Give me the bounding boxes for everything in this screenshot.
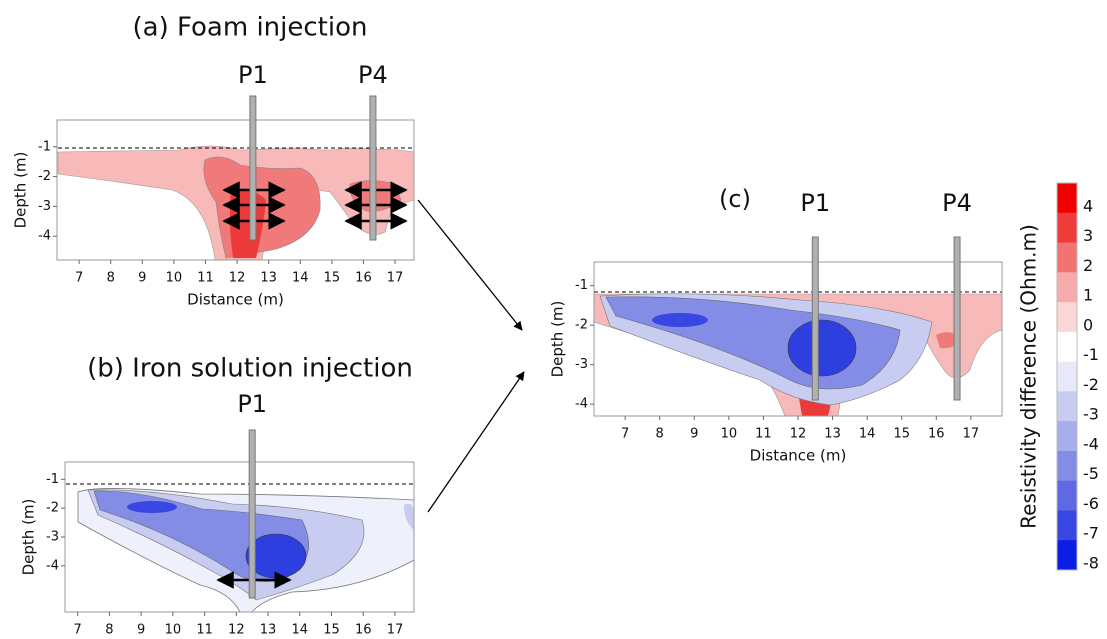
well-label: P1 bbox=[238, 61, 268, 89]
x-axis-label: Distance (m) bbox=[750, 447, 847, 465]
colorbar-tick-label: 0 bbox=[1083, 315, 1093, 334]
colorbar-band bbox=[1057, 302, 1077, 333]
y-tick-label: -3 bbox=[46, 530, 59, 545]
link-arrows bbox=[417, 199, 525, 513]
colorbar-tick-label: 3 bbox=[1083, 226, 1093, 245]
x-tick-label: 13 bbox=[260, 271, 277, 286]
x-tick-label: 12 bbox=[229, 271, 246, 286]
x-tick-label: 11 bbox=[196, 623, 213, 638]
well-label: P4 bbox=[358, 61, 388, 89]
well bbox=[249, 95, 257, 241]
colorbar-band bbox=[1057, 391, 1077, 422]
colorbar-tick-label: -2 bbox=[1083, 375, 1099, 394]
x-tick-label: 13 bbox=[260, 623, 277, 638]
x-tick-label: 7 bbox=[621, 427, 629, 442]
colorbar-tick-label: -1 bbox=[1083, 345, 1099, 364]
colorbar-band bbox=[1057, 331, 1077, 363]
y-axis-label: Depth (m) bbox=[549, 301, 567, 378]
colorbar-tick-label: -8 bbox=[1083, 554, 1099, 573]
x-tick-label: 14 bbox=[859, 427, 876, 442]
colorbar-band bbox=[1057, 421, 1077, 452]
colorbar-tick-label: 4 bbox=[1083, 196, 1093, 215]
x-tick-label: 9 bbox=[690, 427, 698, 442]
well bbox=[369, 95, 377, 241]
panel-title: (b) Iron solution injection bbox=[87, 354, 413, 384]
colorbar-band bbox=[1057, 510, 1077, 541]
x-tick-label: 14 bbox=[292, 271, 309, 286]
panel-title: (c) bbox=[719, 185, 751, 213]
x-tick-label: 12 bbox=[228, 623, 245, 638]
contours-c bbox=[593, 293, 1003, 417]
colorbar-tick-label: 1 bbox=[1083, 286, 1093, 305]
well bbox=[811, 236, 819, 401]
y-tick-label: -4 bbox=[575, 397, 588, 412]
well bbox=[248, 429, 256, 599]
x-tick-label: 11 bbox=[197, 271, 214, 286]
y-tick-label: -4 bbox=[46, 558, 59, 573]
colorbar-band bbox=[1057, 272, 1077, 303]
x-tick-label: 8 bbox=[107, 271, 115, 286]
y-axis-label: Depth (m) bbox=[20, 499, 38, 576]
y-tick-label: -1 bbox=[575, 278, 588, 293]
x-tick-label: 7 bbox=[74, 623, 82, 638]
colorbar-tick-label: 2 bbox=[1083, 256, 1093, 275]
colorbar-tick-label: -6 bbox=[1083, 494, 1099, 513]
x-tick-label: 14 bbox=[292, 623, 309, 638]
well-label: P4 bbox=[942, 189, 972, 217]
x-tick-label: 15 bbox=[893, 427, 910, 442]
y-tick-label: -3 bbox=[575, 357, 588, 372]
colorbar-tick-label: -5 bbox=[1083, 464, 1099, 483]
y-axis-label: Depth (m) bbox=[12, 152, 30, 229]
well-label: P1 bbox=[800, 189, 830, 217]
well-label: P1 bbox=[237, 390, 267, 418]
colorbar-frame bbox=[1056, 182, 1078, 571]
x-tick-label: 17 bbox=[963, 427, 980, 442]
contours-a bbox=[57, 145, 415, 261]
x-tick-label: 16 bbox=[355, 271, 372, 286]
x-tick-label: 9 bbox=[138, 271, 146, 286]
x-tick-label: 8 bbox=[656, 427, 664, 442]
x-tick-label: 10 bbox=[166, 271, 183, 286]
y-tick-label: -2 bbox=[575, 318, 588, 333]
x-tick-label: 13 bbox=[824, 427, 841, 442]
panel-title: (a) Foam injection bbox=[133, 13, 368, 43]
y-tick-label: -2 bbox=[46, 501, 59, 516]
colorbar-tick-label: -4 bbox=[1083, 434, 1099, 453]
colorbar-band bbox=[1057, 212, 1077, 244]
x-tick-label: 8 bbox=[105, 623, 113, 638]
x-tick-label: 9 bbox=[137, 623, 145, 638]
x-tick-label: 7 bbox=[75, 271, 83, 286]
y-tick-label: -4 bbox=[38, 229, 51, 244]
x-tick-label: 10 bbox=[721, 427, 738, 442]
colorbar-tick-label: -7 bbox=[1083, 524, 1099, 543]
x-tick-label: 17 bbox=[387, 623, 404, 638]
colorbar-label: Resistivity difference (Ohm.m) bbox=[1017, 224, 1041, 529]
x-tick-label: 12 bbox=[790, 427, 807, 442]
x-tick-label: 11 bbox=[755, 427, 772, 442]
x-tick-label: 16 bbox=[355, 623, 372, 638]
x-tick-label: 10 bbox=[165, 623, 182, 638]
contours-b bbox=[77, 488, 415, 613]
x-tick-label: 15 bbox=[324, 271, 341, 286]
y-tick-label: -1 bbox=[46, 472, 59, 487]
x-tick-label: 15 bbox=[323, 623, 340, 638]
colorbar-band bbox=[1057, 183, 1077, 214]
colorbar-band bbox=[1057, 242, 1077, 273]
colorbar-band bbox=[1057, 540, 1077, 571]
y-tick-label: -2 bbox=[38, 169, 51, 184]
colorbar-band bbox=[1057, 361, 1077, 392]
colorbar-band bbox=[1057, 480, 1077, 511]
y-tick-label: -1 bbox=[38, 139, 51, 154]
x-tick-label: 17 bbox=[387, 271, 404, 286]
plot-frame bbox=[56, 119, 415, 261]
y-tick-label: -3 bbox=[38, 199, 51, 214]
x-axis-label: Distance (m) bbox=[187, 291, 284, 309]
x-tick-label: 16 bbox=[928, 427, 945, 442]
colorbar-band bbox=[1057, 450, 1077, 482]
well bbox=[953, 236, 961, 401]
colorbar-tick-label: -3 bbox=[1083, 405, 1099, 424]
